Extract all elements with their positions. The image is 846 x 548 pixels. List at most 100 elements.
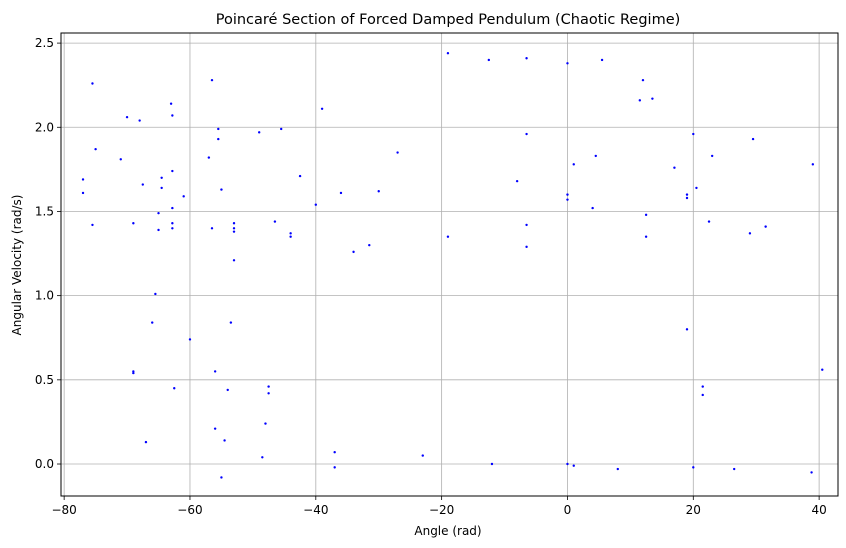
data-point — [368, 243, 371, 247]
data-point — [182, 195, 185, 198]
y-tick-label: 0.0 — [35, 457, 54, 471]
data-point — [566, 462, 569, 466]
data-point — [125, 115, 129, 119]
data-point — [94, 147, 97, 151]
data-point — [226, 388, 229, 392]
data-point — [525, 57, 528, 60]
x-tick-label: 20 — [686, 503, 701, 517]
data-point — [695, 186, 698, 190]
data-point — [572, 464, 575, 467]
data-point — [525, 132, 528, 136]
data-point — [171, 206, 174, 210]
data-point — [141, 183, 144, 186]
x-tick-label: −20 — [429, 503, 454, 517]
data-point — [566, 62, 569, 65]
data-point — [446, 235, 450, 238]
data-point — [232, 230, 236, 233]
data-point — [210, 227, 214, 230]
data-point — [132, 371, 135, 375]
data-point — [154, 292, 157, 296]
y-tick-label: 2.0 — [35, 120, 54, 134]
data-point — [91, 82, 94, 85]
data-point — [220, 188, 223, 191]
data-point — [213, 370, 217, 373]
data-point — [207, 156, 211, 159]
data-point — [173, 387, 176, 390]
data-point — [638, 99, 642, 102]
y-tick-label: 0.5 — [35, 373, 54, 387]
data-points — [81, 52, 824, 479]
y-tick-label: 1.0 — [35, 289, 54, 303]
data-point — [685, 328, 689, 331]
data-point — [273, 220, 277, 223]
data-point — [210, 78, 214, 82]
data-point — [171, 169, 174, 173]
data-point — [751, 137, 755, 141]
data-point — [487, 58, 491, 62]
data-point — [701, 385, 704, 388]
data-point — [314, 203, 318, 206]
data-point — [257, 131, 261, 134]
data-point — [810, 471, 813, 474]
data-point — [685, 193, 689, 196]
data-point — [132, 222, 135, 225]
data-point — [119, 158, 122, 161]
data-point — [289, 235, 292, 238]
data-point — [298, 174, 302, 178]
data-point — [171, 114, 174, 117]
data-point — [710, 154, 714, 158]
data-point — [692, 132, 695, 136]
data-point — [160, 186, 163, 190]
data-point — [81, 178, 85, 181]
x-tick-label: −80 — [51, 503, 76, 517]
data-point — [644, 235, 648, 238]
data-point — [157, 211, 160, 215]
data-point — [594, 154, 597, 158]
x-tick-label: −40 — [303, 503, 328, 517]
data-point — [339, 191, 343, 195]
data-point — [171, 227, 174, 230]
data-point — [280, 127, 283, 131]
data-point — [171, 222, 174, 225]
data-point — [616, 467, 619, 471]
data-point — [232, 227, 236, 230]
data-point — [333, 466, 336, 469]
data-point — [692, 466, 695, 469]
y-tick-label: 1.5 — [35, 204, 54, 218]
data-point — [333, 451, 336, 454]
data-point — [396, 151, 399, 154]
data-point — [151, 321, 154, 324]
data-point — [289, 232, 292, 235]
data-point — [572, 163, 575, 166]
data-point — [144, 440, 148, 444]
data-point — [701, 393, 704, 397]
data-point — [91, 223, 94, 227]
data-point — [229, 321, 233, 324]
data-point — [821, 368, 824, 371]
data-point — [707, 220, 711, 223]
data-point — [641, 78, 645, 82]
data-point — [81, 191, 85, 195]
data-point — [220, 476, 223, 479]
y-axis-ticks: 0.0 0.5 1.0 1.5 2.0 2.5 — [35, 36, 61, 471]
x-axis-label: Angle (rad) — [414, 524, 481, 538]
data-point — [169, 102, 173, 105]
data-point — [232, 259, 236, 262]
data-point — [490, 462, 494, 466]
data-point — [267, 392, 270, 395]
grid-lines — [61, 33, 838, 496]
data-point — [188, 338, 192, 341]
data-point — [232, 222, 236, 225]
data-point — [217, 137, 220, 141]
data-point — [267, 385, 270, 388]
data-point — [644, 213, 648, 217]
data-point — [748, 232, 752, 235]
data-point — [352, 250, 355, 254]
data-point — [223, 439, 226, 442]
data-point — [651, 97, 654, 100]
data-point — [600, 58, 604, 62]
data-point — [421, 454, 424, 457]
plot-frame — [60, 32, 839, 497]
x-tick-label: −60 — [177, 503, 202, 517]
